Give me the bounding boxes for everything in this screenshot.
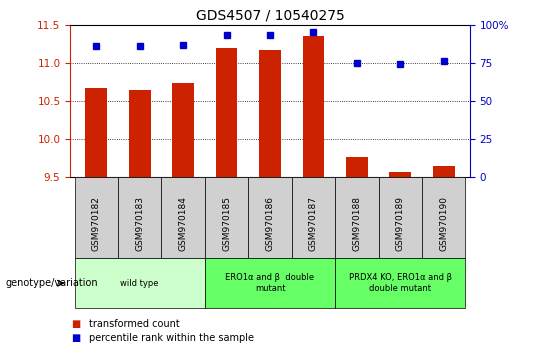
Text: GSM970186: GSM970186 bbox=[266, 196, 274, 251]
Text: GSM970189: GSM970189 bbox=[396, 196, 405, 251]
Bar bbox=[259, 50, 281, 177]
Bar bbox=[346, 157, 368, 177]
Text: ERO1α and β  double
mutant: ERO1α and β double mutant bbox=[225, 274, 315, 293]
Text: genotype/variation: genotype/variation bbox=[5, 278, 98, 288]
Title: GDS4507 / 10540275: GDS4507 / 10540275 bbox=[195, 8, 345, 22]
Text: transformed count: transformed count bbox=[89, 319, 180, 329]
Text: GSM970187: GSM970187 bbox=[309, 196, 318, 251]
Text: wild type: wild type bbox=[120, 279, 159, 288]
Text: ■: ■ bbox=[71, 319, 80, 329]
Text: GSM970183: GSM970183 bbox=[135, 196, 144, 251]
Text: GSM970188: GSM970188 bbox=[353, 196, 361, 251]
Text: GSM970184: GSM970184 bbox=[179, 196, 187, 251]
Text: ■: ■ bbox=[71, 333, 80, 343]
Bar bbox=[433, 166, 455, 177]
Text: PRDX4 KO, ERO1α and β
double mutant: PRDX4 KO, ERO1α and β double mutant bbox=[349, 274, 452, 293]
Text: GSM970182: GSM970182 bbox=[92, 196, 101, 251]
Bar bbox=[302, 36, 325, 177]
Bar bbox=[172, 84, 194, 177]
Bar bbox=[85, 88, 107, 177]
Bar bbox=[215, 48, 238, 177]
Text: GSM970190: GSM970190 bbox=[439, 196, 448, 251]
Bar bbox=[389, 172, 411, 177]
Text: percentile rank within the sample: percentile rank within the sample bbox=[89, 333, 254, 343]
Bar bbox=[129, 90, 151, 177]
Text: GSM970185: GSM970185 bbox=[222, 196, 231, 251]
